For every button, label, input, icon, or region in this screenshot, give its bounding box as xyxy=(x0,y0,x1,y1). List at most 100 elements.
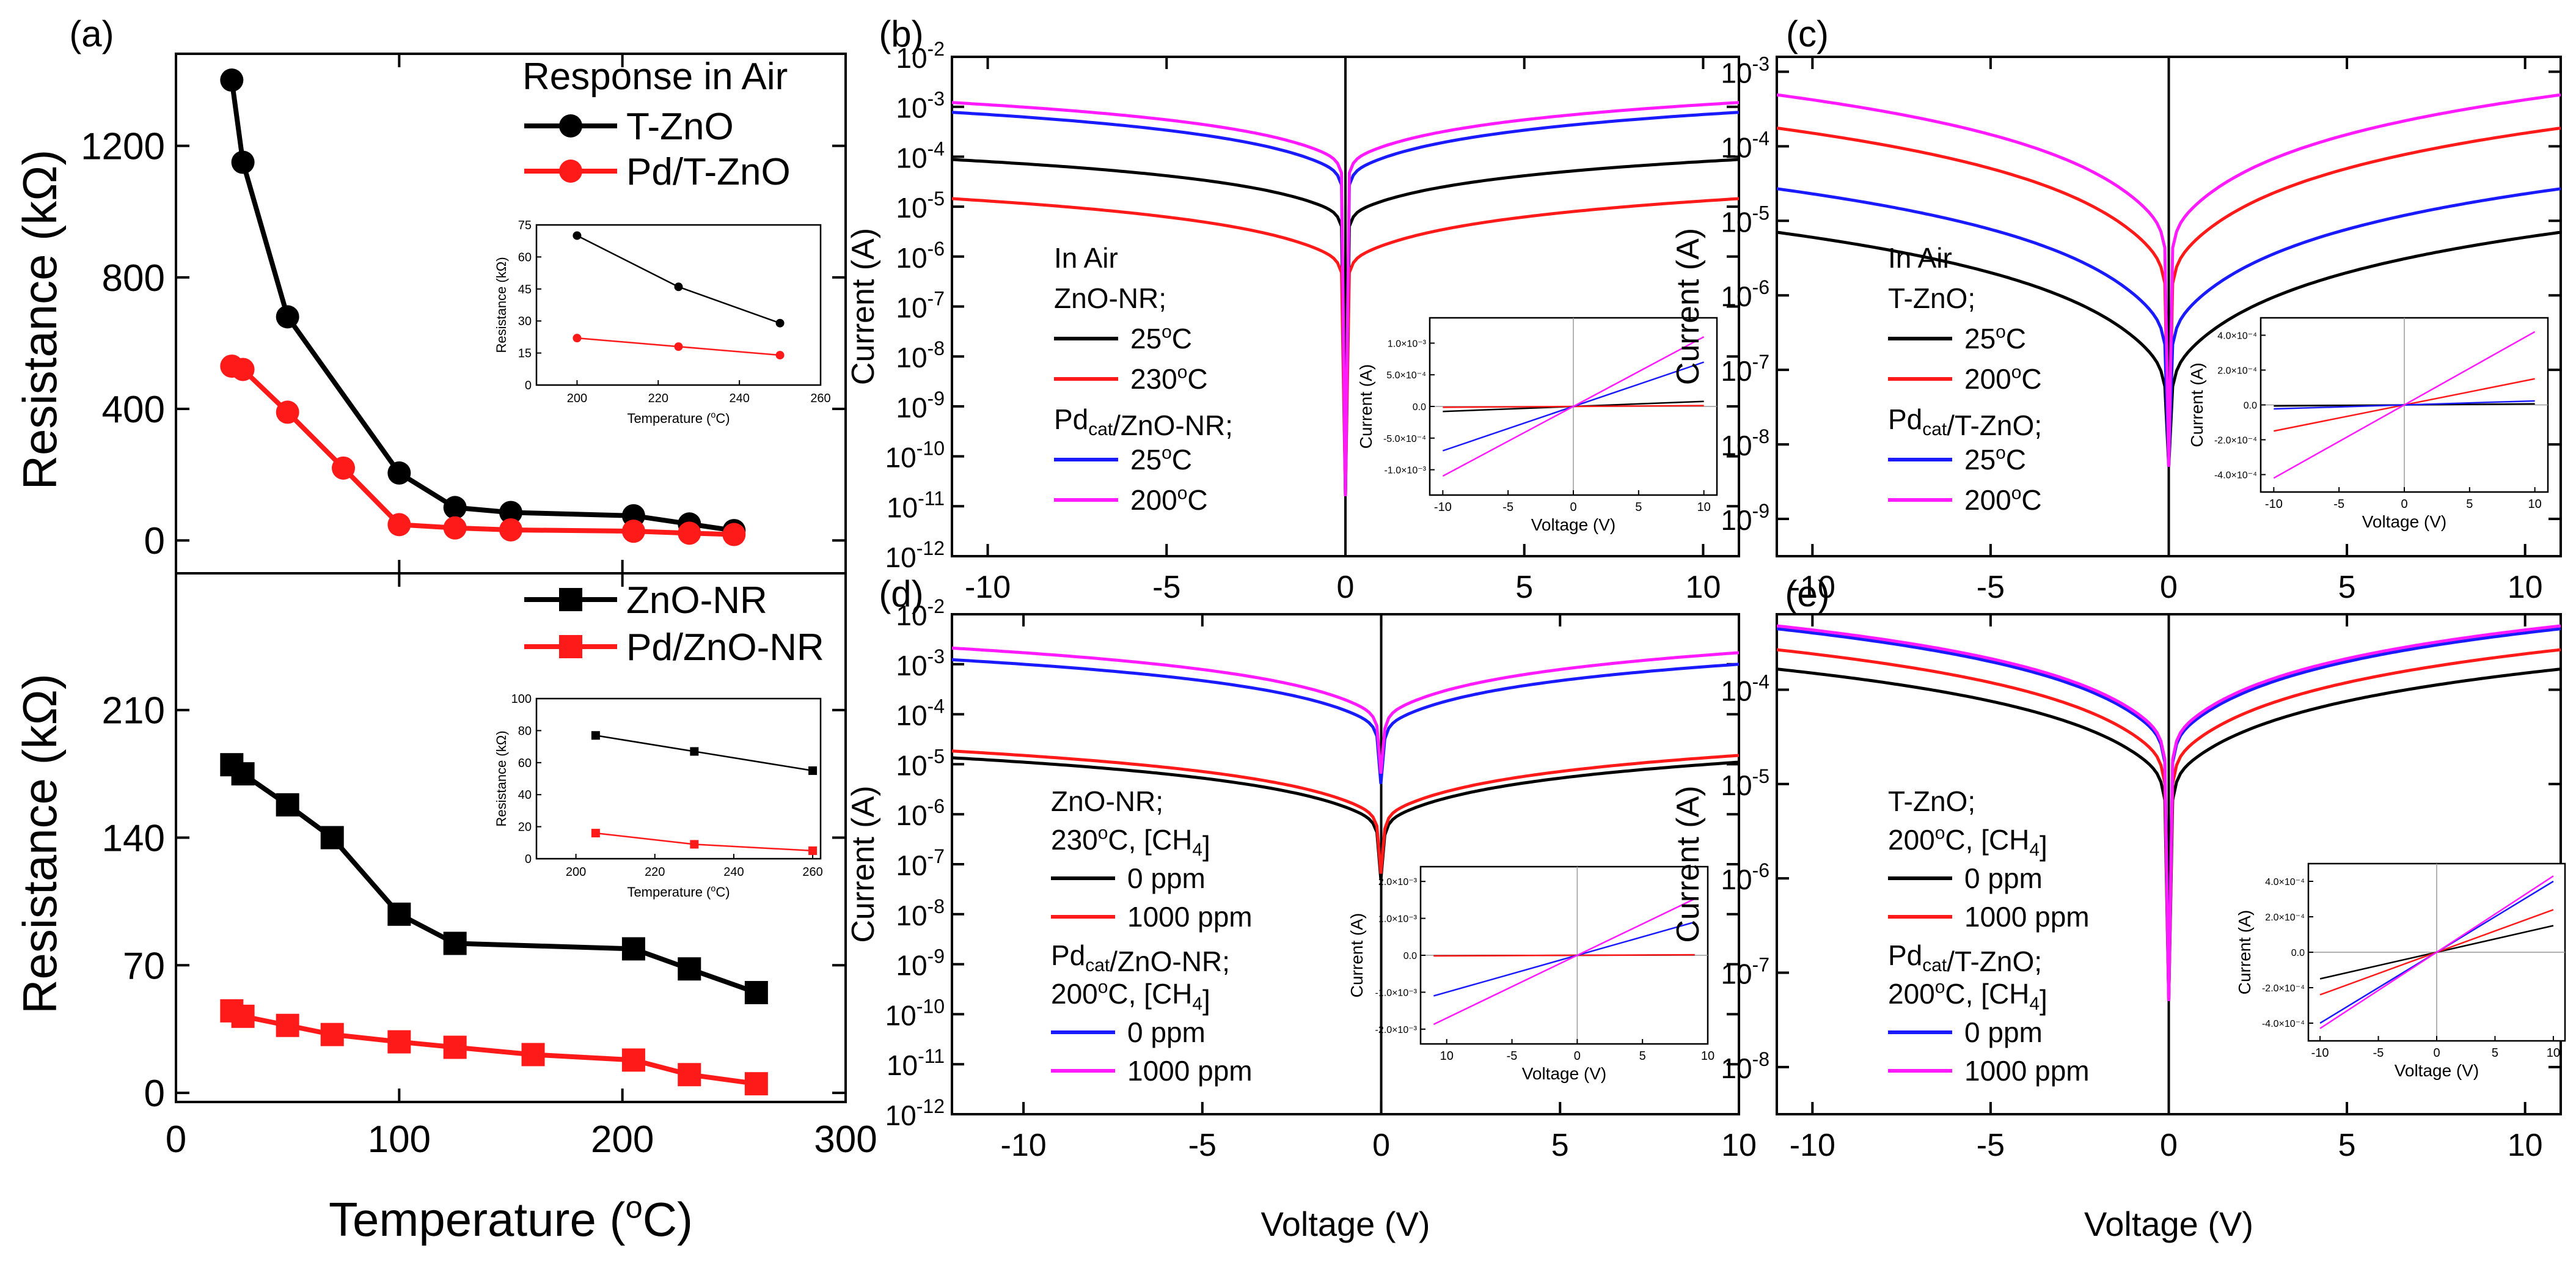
x-tick-label: 100 xyxy=(368,1118,431,1161)
inset-point xyxy=(573,231,582,240)
inset-x-tick-label: 220 xyxy=(648,392,668,405)
data-point xyxy=(678,521,701,545)
x-tick-label: -5 xyxy=(1977,570,2005,605)
x-tick-label: -10 xyxy=(1001,1128,1047,1163)
inset-x-tick-label: 240 xyxy=(723,865,744,879)
legend-label: Pd/T-ZnO xyxy=(626,151,791,193)
legend-label: 0 ppm xyxy=(1964,862,2043,894)
inset-x-tick-label: 0 xyxy=(2401,498,2407,511)
y-tick-label: 10-7 xyxy=(896,288,945,324)
inset-y-tick-label: -1.0×10⁻³ xyxy=(1375,988,1418,998)
legend-text: T-ZnO; xyxy=(1888,282,1975,314)
data-point xyxy=(443,1035,467,1059)
series-line xyxy=(230,1008,757,1087)
legend-label: 25oC xyxy=(1964,443,2026,476)
y-tick-label: 10-2 xyxy=(896,595,945,631)
y-tick-label: 10-2 xyxy=(896,38,945,74)
inset-y-tick-label: 2.0×10⁻⁴ xyxy=(2265,913,2305,923)
x-tick-label: -5 xyxy=(1977,1128,2005,1163)
inset-ylabel: Resistance (kΩ) xyxy=(494,730,509,826)
inset-xlabel: Voltage (V) xyxy=(2395,1061,2479,1080)
x-axis-label: Voltage (V) xyxy=(1261,1205,1430,1243)
data-point xyxy=(231,1004,255,1028)
inset-x-tick-label: 0 xyxy=(2433,1046,2440,1060)
inset-x-tick-label: 240 xyxy=(729,392,749,405)
panel-label: (c) xyxy=(1786,13,1829,54)
x-tick-label: 0 xyxy=(1372,1128,1390,1163)
data-point xyxy=(332,456,355,480)
legend-label: 200oC xyxy=(1130,483,1208,516)
inset-xlabel: Voltage (V) xyxy=(2362,512,2447,531)
inset-xlabel: Voltage (V) xyxy=(1531,515,1616,534)
y-tick-label: 10-9 xyxy=(1721,500,1769,536)
data-point xyxy=(678,957,701,981)
x-axis-label: Temperature (oC) xyxy=(329,1189,693,1246)
inset-x-tick-label: 10 xyxy=(2528,498,2542,511)
y-tick-label: 10-8 xyxy=(896,337,945,373)
inset-point xyxy=(674,282,683,292)
inset-y-tick-label: 0.0 xyxy=(2244,401,2257,411)
inset-y-tick-label: 60 xyxy=(518,757,532,770)
inset-y-tick-label: 30 xyxy=(518,315,532,328)
y-tick-label: 1200 xyxy=(81,126,165,168)
inset-iv-line xyxy=(2319,875,2554,1029)
x-tick-label: 10 xyxy=(2508,1128,2543,1163)
chart-b: 10-1210-1110-1010-910-810-710-610-510-41… xyxy=(846,13,1740,605)
inset-y-tick-label: -2.0×10⁻⁴ xyxy=(2214,436,2257,446)
inset-x-tick-label: -10 xyxy=(2311,1046,2329,1060)
inset-ylabel: Current (A) xyxy=(1347,913,1366,997)
y-tick-label: 10-3 xyxy=(1721,53,1769,89)
x-tick-label: -5 xyxy=(1188,1128,1217,1163)
chart-a-top: 0 400 800 1200 xyxy=(81,53,847,575)
inset-x-tick-label: 10 xyxy=(1697,501,1711,514)
y-tick-label: 10-6 xyxy=(1721,859,1769,895)
y-tick-label: 0 xyxy=(144,520,165,562)
x-tick-label: 200 xyxy=(591,1118,654,1161)
inset-y-tick-label: 0 xyxy=(525,379,532,392)
inset-xlabel: Voltage (V) xyxy=(1522,1064,1607,1083)
inset-y-tick-label: -4.0×10⁻⁴ xyxy=(2262,1019,2305,1029)
inset-x-tick-label: -10 xyxy=(1434,501,1452,514)
inset-point xyxy=(591,731,600,740)
inset-iv-line xyxy=(1442,336,1705,477)
iv-curve xyxy=(1776,93,2561,467)
y-tick-label: 10-11 xyxy=(887,1045,945,1081)
legend-text: Pdcat/ZnO-NR; xyxy=(1051,939,1230,977)
data-point xyxy=(744,1072,768,1096)
inset-point xyxy=(690,840,699,849)
inset-x-tick-label: 5 xyxy=(2492,1046,2498,1060)
inset-x-tick-label: 220 xyxy=(645,865,665,879)
legend-label: 230oC xyxy=(1130,362,1208,395)
legend-marker xyxy=(559,635,582,658)
inset-ylabel: Current (A) xyxy=(1356,364,1375,449)
y-tick-label: 10-5 xyxy=(896,745,945,781)
inset-iv-line xyxy=(2273,331,2536,479)
inset-y-tick-label: 80 xyxy=(518,724,532,738)
legend-label: 1000 ppm xyxy=(1964,1055,2090,1087)
inset-ylabel: Current (A) xyxy=(2235,910,2254,994)
inset-x-tick-label: -5 xyxy=(2373,1046,2384,1060)
inset-x-tick-label: -5 xyxy=(1502,501,1513,514)
y-axis-label: Current (A) xyxy=(846,228,881,385)
inset-y-tick-label: 45 xyxy=(518,283,532,296)
x-tick-label: 0 xyxy=(2160,1128,2178,1163)
inset-y-tick-label: 20 xyxy=(518,821,532,834)
legend-label: ZnO-NR xyxy=(626,579,767,622)
chart-d: 10-1210-1110-1010-910-810-710-610-510-41… xyxy=(846,573,1757,1243)
x-tick-label: 5 xyxy=(2338,1128,2356,1163)
legend-marker xyxy=(559,160,582,183)
inset-y-tick-label: -5.0×10⁻⁴ xyxy=(1383,434,1426,444)
y-tick-label: 10-7 xyxy=(896,845,945,881)
data-point xyxy=(276,793,299,817)
inset-frame xyxy=(535,697,822,860)
legend-label: 25oC xyxy=(1130,443,1192,476)
y-tick-label: 210 xyxy=(102,690,165,732)
inset-x-tick-label: 5 xyxy=(1635,501,1642,514)
inset-y-tick-label: 4.0×10⁻⁴ xyxy=(2217,331,2257,342)
inset-x-tick-label: 10 xyxy=(1701,1049,1714,1063)
legend-label: 0 ppm xyxy=(1127,1016,1206,1048)
inset-x-tick-label: 260 xyxy=(802,865,822,879)
inset-y-tick-label: 1.0×10⁻³ xyxy=(1378,914,1418,925)
y-tick-label: 10-11 xyxy=(887,487,945,523)
